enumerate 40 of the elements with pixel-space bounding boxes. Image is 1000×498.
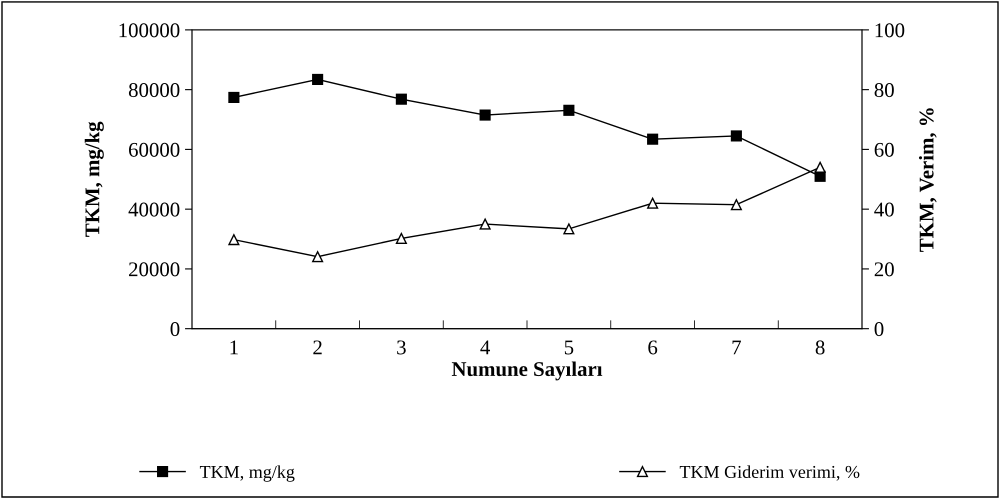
x-axis-title: Numune Sayıları xyxy=(452,361,602,380)
y-tick-label: 20000 xyxy=(129,262,180,276)
point xyxy=(396,232,407,244)
y-tick-label: 40000 xyxy=(128,202,180,217)
legend-label: TKM, mg/kg xyxy=(200,465,295,482)
point xyxy=(228,92,240,103)
x-tick-label: 3 xyxy=(397,340,406,354)
point xyxy=(647,134,658,145)
x-tick-label: 6 xyxy=(648,340,658,354)
legend-label: TKM Giderim verimi, % xyxy=(680,465,860,481)
x-tick-label: 2 xyxy=(313,340,322,354)
point xyxy=(396,94,407,105)
point xyxy=(480,218,491,230)
y2-tick-label: 40 xyxy=(874,202,894,217)
y-tick-label: 80000 xyxy=(128,83,180,98)
point xyxy=(563,223,574,234)
point xyxy=(730,199,742,210)
y2-tick-label: 0 xyxy=(874,322,884,336)
x-tick-label: 8 xyxy=(816,340,825,354)
point xyxy=(312,74,324,86)
x-tick-label: 5 xyxy=(564,340,574,354)
point xyxy=(228,234,240,246)
y2-tick-label: 60 xyxy=(874,142,894,157)
x-tick-label: 1 xyxy=(230,340,238,354)
point xyxy=(814,162,826,173)
x-tick-label: 4 xyxy=(480,340,490,354)
y-tick-label: 0 xyxy=(170,322,180,336)
point xyxy=(563,104,574,116)
point xyxy=(480,109,491,121)
y-tick-label: 100000 xyxy=(120,23,180,38)
y-axis-title: TKM, mg/kg xyxy=(84,122,104,237)
x-tick-label: 7 xyxy=(732,340,741,354)
y2-axis-title: TKM, Verim, % xyxy=(918,108,937,252)
y-tick-label: 60000 xyxy=(129,142,180,157)
y2-tick-label: 100 xyxy=(876,23,904,38)
point xyxy=(730,130,742,142)
y2-tick-label: 20 xyxy=(874,262,894,276)
point xyxy=(647,198,658,209)
y2-tick-label: 80 xyxy=(874,83,894,98)
point xyxy=(312,251,324,262)
